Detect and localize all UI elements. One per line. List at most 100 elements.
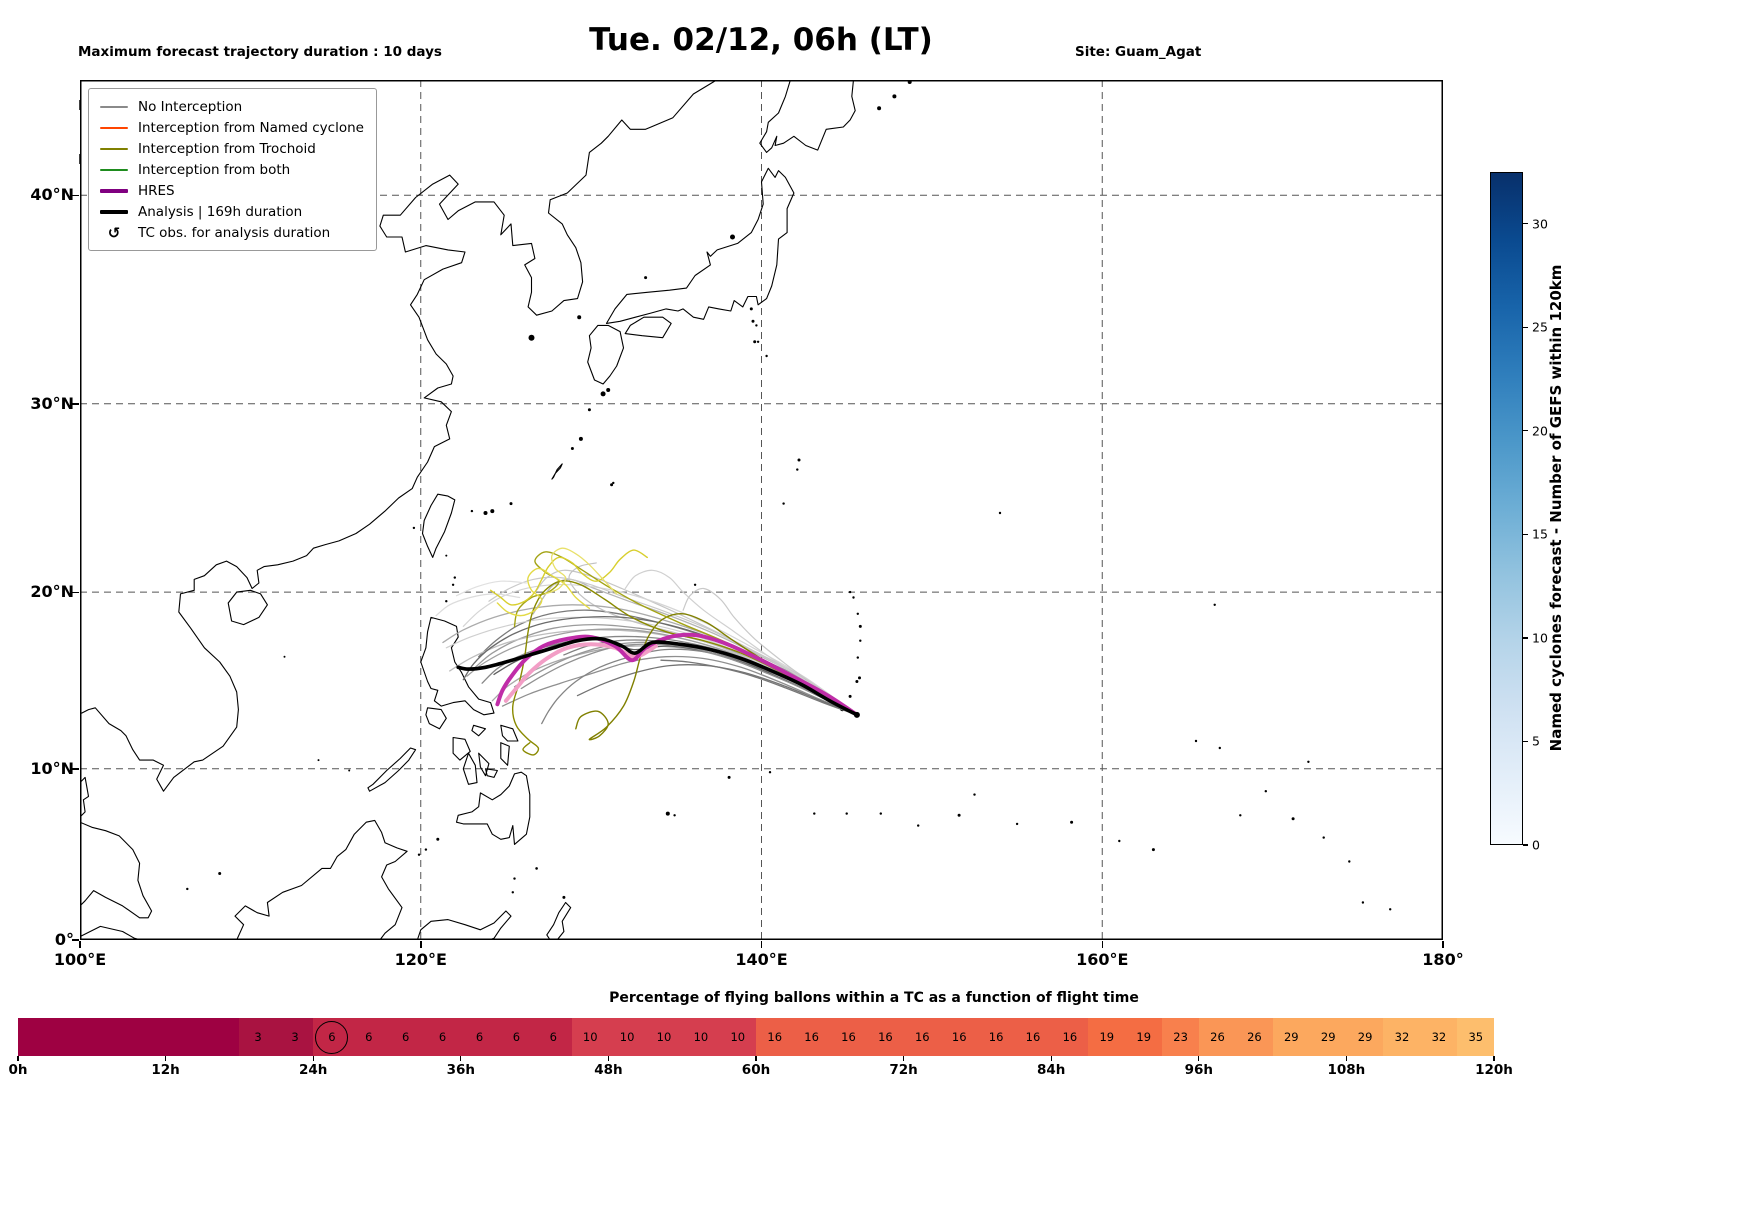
y-tick-label: 40°N bbox=[30, 185, 74, 205]
island-dot bbox=[693, 583, 697, 586]
island-dot bbox=[644, 276, 648, 280]
strip-cell bbox=[202, 1018, 240, 1056]
island-dot bbox=[1361, 901, 1365, 904]
island-dot bbox=[1213, 603, 1216, 606]
island-dot bbox=[612, 481, 615, 485]
trajectory-analysis bbox=[456, 636, 859, 717]
island-dot bbox=[417, 853, 421, 856]
x-tick-mark bbox=[760, 941, 763, 948]
coastline bbox=[471, 724, 487, 737]
island-dot bbox=[877, 106, 882, 111]
strip-cell: 10 bbox=[719, 1018, 757, 1056]
flight-strip-caption: Percentage of flying ballons within a TC… bbox=[609, 990, 1139, 1006]
island-dot bbox=[451, 583, 455, 586]
island-dot bbox=[856, 612, 859, 615]
coastline bbox=[227, 589, 268, 626]
y-tick-mark bbox=[72, 939, 79, 941]
island-dot bbox=[562, 895, 566, 899]
island-dot bbox=[1218, 746, 1222, 750]
legend-item-label: Interception from Named cyclone bbox=[138, 119, 364, 136]
island-dot bbox=[1348, 860, 1351, 863]
strip-cell: 32 bbox=[1383, 1018, 1421, 1056]
coastline bbox=[80, 821, 153, 919]
island-dot bbox=[845, 812, 848, 815]
tc-obs-icon: ↺ bbox=[107, 223, 121, 242]
strip-tick-mark bbox=[312, 1056, 314, 1061]
coastline bbox=[462, 752, 478, 785]
coastline bbox=[455, 771, 531, 845]
coastline bbox=[551, 463, 563, 480]
legend-item-label: No Interception bbox=[138, 98, 243, 115]
colorbar-tick-mark bbox=[1523, 637, 1528, 639]
island-dot bbox=[852, 596, 855, 599]
strip-hour-label: 48h bbox=[594, 1062, 623, 1078]
flight-time-strip: 3 3 6 6 6 6 6 6 6 10 10 10 10 10 16 16 16 16 16 16 16 16 16 19 1… bbox=[18, 1018, 1495, 1056]
strip-tick-mark bbox=[460, 1056, 462, 1061]
strip-cell bbox=[18, 1018, 56, 1056]
legend-line bbox=[100, 147, 128, 150]
colorbar-tick-label: 15 bbox=[1532, 526, 1548, 542]
legend-line-swatch bbox=[99, 209, 129, 214]
island-dot bbox=[445, 600, 448, 603]
colorbar-tick-mark bbox=[1523, 430, 1528, 432]
strip-cell: 29 bbox=[1346, 1018, 1384, 1056]
strip-tick-mark bbox=[607, 1056, 609, 1061]
map-legend: No Interception Interception from Named c… bbox=[88, 88, 377, 251]
island-dot bbox=[796, 468, 799, 471]
strip-cell: 10 bbox=[571, 1018, 609, 1056]
strip-cell: 6 bbox=[460, 1018, 499, 1056]
island-dot bbox=[1015, 822, 1019, 826]
legend-item: ↺ TC obs. for analysis duration bbox=[99, 222, 364, 243]
strip-hour-label: 12h bbox=[151, 1062, 180, 1078]
y-tick-label: 10°N bbox=[30, 758, 74, 778]
island-dot bbox=[436, 837, 440, 841]
strip-cell: 6 bbox=[534, 1018, 572, 1056]
colorbar-tick-label: 0 bbox=[1532, 837, 1540, 853]
y-tick-mark bbox=[72, 768, 79, 770]
island-dot bbox=[587, 408, 591, 412]
coastline bbox=[587, 324, 625, 385]
legend-item-label: Interception from both bbox=[138, 161, 291, 178]
island-dot bbox=[509, 502, 513, 506]
island-dot bbox=[755, 324, 758, 327]
legend-line-swatch bbox=[99, 168, 129, 171]
island-dot bbox=[665, 811, 670, 816]
strip-hour-label: 24h bbox=[298, 1062, 328, 1078]
strip-cell: 26 bbox=[1235, 1018, 1274, 1056]
strip-hour-label: 96h bbox=[1184, 1062, 1213, 1078]
island-dot bbox=[511, 891, 514, 894]
x-tick-mark bbox=[1442, 941, 1444, 948]
x-tick-mark bbox=[1101, 941, 1104, 948]
strip-cell: 29 bbox=[1272, 1018, 1310, 1056]
strip-hour-label: 60h bbox=[741, 1062, 771, 1078]
colorbar-tick-label: 10 bbox=[1532, 630, 1548, 646]
strip-cell bbox=[165, 1018, 203, 1056]
strip-cell: 19 bbox=[1088, 1018, 1126, 1056]
island-dot bbox=[892, 94, 897, 99]
trajectory-gefs-25 bbox=[624, 569, 858, 716]
island-dot bbox=[848, 590, 852, 594]
island-dot bbox=[1307, 760, 1310, 763]
coastline bbox=[80, 776, 90, 818]
strip-cell: 16 bbox=[829, 1018, 868, 1056]
strip-cell: 16 bbox=[940, 1018, 978, 1056]
island-dot bbox=[756, 340, 760, 343]
island-dot bbox=[535, 867, 538, 870]
island-dot bbox=[1239, 814, 1242, 817]
map-canvas: No Interception Interception from Named c… bbox=[80, 80, 1443, 940]
island-dot bbox=[186, 887, 189, 891]
island-dot bbox=[858, 624, 862, 628]
x-tick-label: 140°E bbox=[735, 950, 788, 969]
colorbar-tick-label: 20 bbox=[1532, 423, 1548, 439]
strip-tick-mark bbox=[1345, 1056, 1347, 1061]
island-dot bbox=[673, 814, 676, 817]
island-dot bbox=[424, 848, 428, 851]
island-dot bbox=[848, 694, 852, 698]
legend-item: Interception from Trochoid bbox=[99, 138, 364, 159]
strip-tick-mark bbox=[1050, 1056, 1052, 1061]
island-dot bbox=[1264, 790, 1268, 793]
island-dot bbox=[859, 639, 862, 642]
legend-item: Interception from Named cyclone bbox=[99, 117, 364, 138]
island-dot bbox=[1118, 839, 1121, 843]
island-dot bbox=[412, 526, 416, 530]
